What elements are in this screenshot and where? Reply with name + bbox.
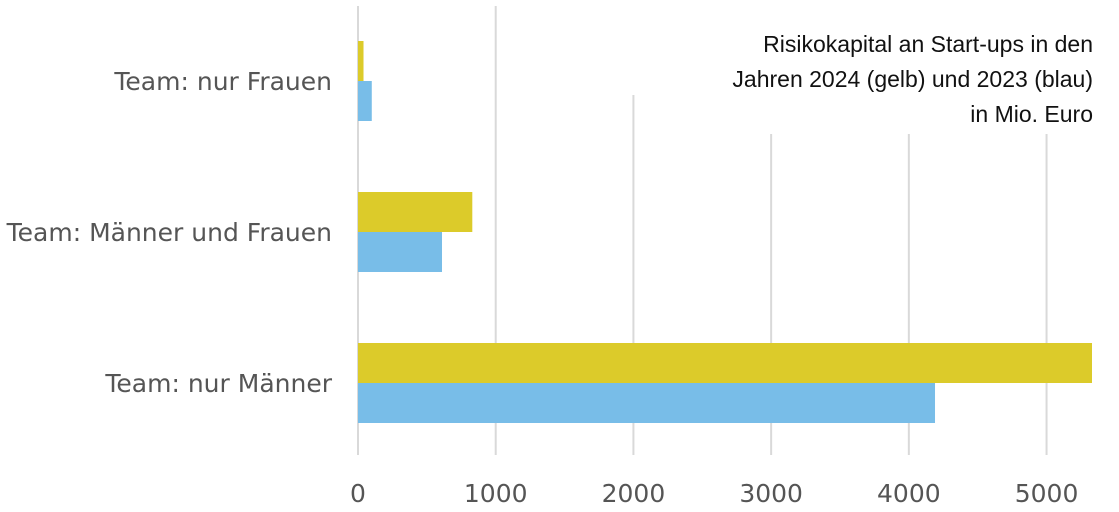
category-label-1: Team: Männer und Frauen (6, 218, 332, 247)
bars (358, 41, 1092, 423)
bar-series0-0 (358, 41, 364, 81)
x-axis-tick-labels: 0 1000 2000 3000 4000 5000 (350, 479, 1078, 508)
bar-series1-1 (358, 232, 443, 272)
category-label-0: Team: nur Frauen (113, 67, 332, 96)
x-tick-label-4000: 4000 (877, 479, 941, 508)
title-background (660, 24, 1100, 134)
x-tick-label-5000: 5000 (1015, 479, 1079, 508)
title-line-2: in Mio. Euro (970, 101, 1093, 127)
title-line-0: Risikokapital an Start-ups in den (763, 31, 1093, 57)
title-line-1: Jahren 2024 (gelb) und 2023 (blau) (732, 66, 1093, 92)
category-label-2: Team: nur Männer (104, 369, 332, 398)
x-tick-label-3000: 3000 (739, 479, 803, 508)
bar-series1-0 (358, 81, 372, 121)
bar-series0-1 (358, 192, 473, 232)
bar-series0-2 (358, 343, 1092, 383)
x-tick-label-2000: 2000 (602, 479, 666, 508)
x-tick-label-0: 0 (350, 479, 366, 508)
chart-title: Risikokapital an Start-ups in den Jahren … (660, 24, 1100, 134)
x-tick-label-1000: 1000 (464, 479, 528, 508)
bar-series1-2 (358, 383, 936, 423)
category-labels: Team: nur Frauen Team: Männer und Frauen T… (6, 67, 333, 398)
